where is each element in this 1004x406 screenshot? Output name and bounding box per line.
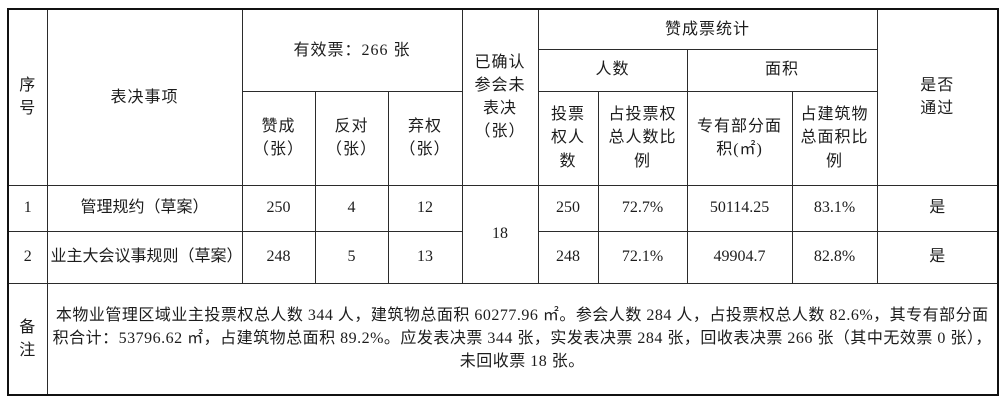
row2-exclusive-area: 49904.7 <box>686 230 793 284</box>
header-abstain: 弃权 （张） <box>387 90 463 186</box>
remark-label: 备 注 <box>7 282 48 396</box>
row2-matter: 业主大会议事规则（草案） <box>46 230 243 284</box>
row1-passed: 是 <box>876 184 999 232</box>
header-row-2: 人数 面积 <box>8 48 998 92</box>
header-people-group: 人数 <box>537 48 688 92</box>
row1-oppose: 4 <box>314 184 389 232</box>
row2-seq: 2 <box>7 230 48 284</box>
header-voting-rights-count: 投票 权人 数 <box>537 90 599 186</box>
header-row-3: 赞成 （张） 反对 （张） 弃权 （张） 投票 权人 数 占投票权 总人数比 例… <box>8 90 998 186</box>
row1-area-ratio: 83.1% <box>791 184 878 232</box>
row1-seq: 1 <box>7 184 48 232</box>
header-valid-votes: 有效票：266 张 <box>241 8 463 92</box>
table-row-2: 2 业主大会议事规则（草案） 248 5 13 248 72.1% 49904.… <box>7 230 999 284</box>
header-building-area-ratio: 占建筑物 总面积比 例 <box>791 90 878 186</box>
row1-approve: 250 <box>241 184 316 232</box>
header-exclusive-area: 专有部分面 积(㎡) <box>686 90 793 186</box>
row2-abstain: 13 <box>387 230 463 284</box>
header-seq: 序 号 <box>7 8 48 186</box>
header-approval-stats: 赞成票统计 <box>537 8 878 50</box>
row1-abstain: 12 <box>387 184 463 232</box>
header-passed: 是否 通过 <box>876 8 999 186</box>
remark-row: 备 注 本物业管理区域业主投票权总人数 344 人，建筑物总面积 60277.9… <box>7 282 999 396</box>
row1-people-count: 250 <box>537 184 599 232</box>
header-area-group: 面积 <box>686 48 878 92</box>
header-oppose: 反对 （张） <box>314 90 389 186</box>
header-matter: 表决事项 <box>46 8 243 186</box>
row2-passed: 是 <box>876 230 999 284</box>
row1-exclusive-area: 50114.25 <box>686 184 793 232</box>
row2-people-ratio: 72.1% <box>597 230 688 284</box>
header-voting-rights-ratio: 占投票权 总人数比 例 <box>597 90 688 186</box>
row1-people-ratio: 72.7% <box>597 184 688 232</box>
row2-approve: 248 <box>241 230 316 284</box>
row1-matter: 管理规约（草案） <box>46 184 243 232</box>
header-confirmed-not-voted: 已确认 参会未 表决 （张） <box>461 8 539 186</box>
confirmed-not-voted-value: 18 <box>461 184 539 284</box>
header-row-1: 序 号 表决事项 有效票：266 张 已确认 参会未 表决 （张） 赞成票统计 … <box>7 8 999 186</box>
row2-area-ratio: 82.8% <box>791 230 878 284</box>
header-approve: 赞成 （张） <box>241 90 316 186</box>
table-row-1: 1 管理规约（草案） 250 4 12 18 250 72.7% 50114.2… <box>7 184 999 284</box>
row2-oppose: 5 <box>314 230 389 284</box>
voting-results-table: 序 号 表决事项 有效票：266 张 已确认 参会未 表决 （张） 赞成票统计 … <box>7 8 1000 396</box>
row2-people-count: 248 <box>537 230 599 284</box>
remark-text: 本物业管理区域业主投票权总人数 344 人，建筑物总面积 60277.96 ㎡。… <box>46 282 999 396</box>
